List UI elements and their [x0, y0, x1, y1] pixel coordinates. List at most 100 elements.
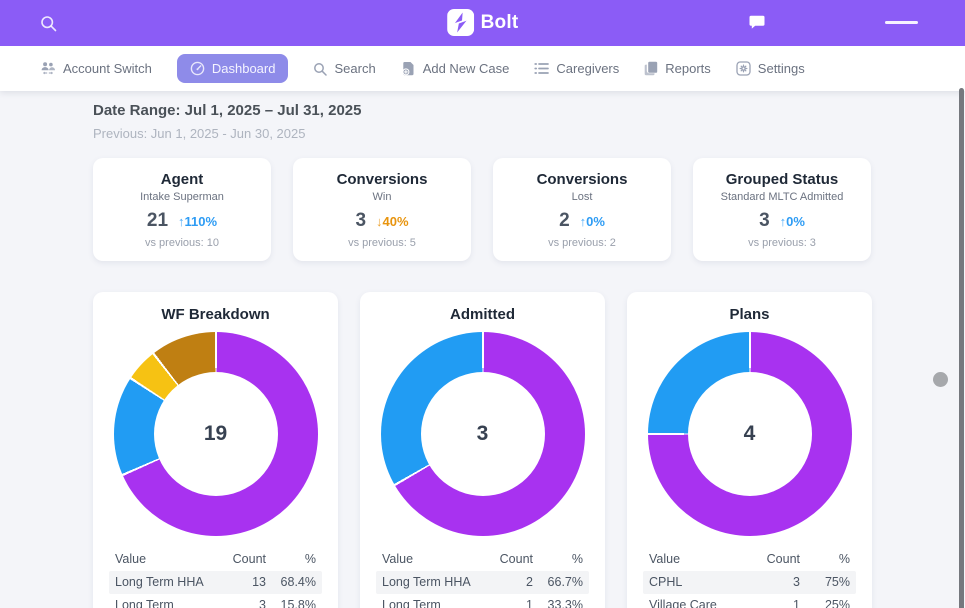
stat-card-title: Conversions — [336, 171, 428, 188]
cell-pct: 15.8% — [280, 598, 316, 608]
chart-card-admitted: Admitted 3 Value Count % Long Term HHA 2… — [360, 292, 605, 608]
stat-card-value: 21 — [146, 210, 169, 231]
stat-card-title: Grouped Status — [725, 171, 839, 188]
cell-count: 3 — [793, 575, 800, 589]
nav-item-label: Account Switch — [63, 61, 152, 76]
logo-text: Bolt — [480, 11, 519, 33]
app-logo: Bolt — [446, 9, 519, 36]
stat-card-conversions-lost: Conversions Lost 2 ↑0% vs previous: 2 — [493, 158, 671, 261]
col-header-count: Count — [766, 552, 800, 566]
nav-item-settings[interactable]: Settings — [736, 61, 805, 76]
nav-item-account-switch[interactable]: Account Switch — [40, 61, 152, 76]
stat-card-value-row: 2 ↑0% — [493, 210, 671, 232]
nav-item-caregivers[interactable]: Caregivers — [534, 61, 619, 76]
cell-pct: 33.3% — [547, 598, 583, 608]
chart-title: Plans — [729, 306, 770, 323]
cell-count: 1 — [526, 598, 533, 608]
date-range-previous: Previous: Jun 1, 2025 - Jun 30, 2025 — [93, 126, 306, 141]
stat-card-change: ↓40% — [376, 214, 409, 229]
col-header-value: Value — [649, 552, 681, 566]
cell-pct: 25% — [824, 598, 850, 608]
chart-card-wf-breakdown: WF Breakdown 19 Value Count % Long Term … — [93, 292, 338, 608]
cell-value: Village Care Max — [649, 598, 717, 608]
chat-icon[interactable] — [749, 15, 765, 30]
col-header-pct: % — [838, 552, 850, 566]
col-header-count: Count — [232, 552, 266, 566]
col-header-pct: % — [571, 552, 583, 566]
donut-center-value: 3 — [420, 372, 545, 496]
nav-item-label: Caregivers — [556, 61, 620, 76]
chart-title: WF Breakdown — [161, 306, 270, 323]
table-row: CPHL 3 75% — [643, 571, 856, 594]
floating-handle-dot[interactable] — [933, 372, 948, 387]
chart-table: Value Count % Long Term HHA 2 66.7% Long… — [376, 548, 589, 608]
stat-card-vs-previous: vs previous: 5 — [348, 237, 416, 249]
cell-value: Long Term HHA — [115, 575, 204, 589]
cell-count: 3 — [259, 598, 266, 608]
nav-item-reports[interactable]: Reports — [644, 61, 711, 76]
donut-center-value: 19 — [153, 372, 278, 496]
stat-card-value: 3 — [355, 210, 367, 231]
account-switch-icon — [40, 61, 56, 76]
stat-card-subtitle: Win — [372, 191, 392, 203]
stat-card-change: ↑0% — [580, 214, 605, 229]
chart-table: Value Count % CPHL 3 75% Village Care Ma… — [643, 548, 856, 608]
col-header-pct: % — [304, 552, 316, 566]
nav-item-dashboard[interactable]: Dashboard — [176, 54, 289, 83]
table-row: Village Care Max 1 25% — [643, 594, 856, 608]
stat-card-value-row: 3 ↑0% — [693, 210, 871, 232]
stat-card-title: Conversions — [536, 171, 628, 188]
cell-pct: 68.4% — [280, 575, 316, 589]
search-icon — [313, 62, 328, 76]
top-bar: Bolt — [0, 0, 965, 46]
bolt-logo-icon — [446, 9, 474, 36]
change-percent: 110% — [184, 214, 218, 229]
dashboard-content: Date Range: Jul 1, 2025 – Jul 31, 2025 P… — [0, 91, 965, 608]
nav-item-add-new-case[interactable]: Add New Case — [401, 61, 510, 76]
stat-card-change: ↑110% — [178, 214, 217, 229]
stat-card-conversions-win: Conversions Win 3 ↓40% vs previous: 5 — [293, 158, 471, 261]
vertical-scrollbar[interactable] — [959, 88, 964, 608]
add-case-icon — [401, 61, 416, 76]
change-percent: 40% — [382, 214, 409, 229]
search-icon[interactable] — [40, 15, 57, 32]
donut-chart: 4 — [647, 332, 852, 536]
nav-item-label: Dashboard — [211, 61, 276, 76]
change-arrow-icon: ↑ — [579, 214, 587, 229]
table-row: Long Term CDPAP 3 15.8% — [109, 594, 322, 608]
stat-card-vs-previous: vs previous: 3 — [748, 237, 816, 249]
nav-item-label: Search — [334, 61, 376, 76]
date-range-current: Date Range: Jul 1, 2025 – Jul 31, 2025 — [93, 102, 362, 119]
change-percent: 0% — [586, 214, 605, 229]
cell-count: 2 — [526, 575, 533, 589]
stat-card-subtitle: Lost — [571, 191, 593, 203]
stat-card-vs-previous: vs previous: 2 — [548, 237, 616, 249]
col-header-count: Count — [499, 552, 533, 566]
change-arrow-icon: ↓ — [376, 214, 383, 229]
chart-card-row: WF Breakdown 19 Value Count % Long Term … — [93, 292, 965, 608]
settings-icon — [736, 61, 751, 76]
cell-value: Long Term HHA — [382, 575, 471, 589]
stat-card-subtitle: Standard MLTC Admitted — [720, 191, 844, 203]
dashboard-icon — [190, 61, 205, 76]
stat-card-vs-previous: vs previous: 10 — [145, 237, 219, 249]
stat-card-value-row: 21 ↑110% — [93, 210, 271, 232]
stat-card-value: 3 — [759, 210, 770, 231]
nav-item-search[interactable]: Search — [313, 61, 376, 76]
donut-chart: 3 — [380, 332, 585, 536]
nav-item-label: Add New Case — [422, 61, 510, 76]
chart-table-header: Value Count % — [109, 548, 322, 571]
stat-card-value-row: 3 ↓40% — [293, 210, 471, 232]
table-row: Long Term HHA 13 68.4% — [109, 571, 322, 594]
donut-center-value: 4 — [687, 372, 812, 496]
table-row: Long Term HHA 2 66.7% — [376, 571, 589, 594]
nav-item-label: Reports — [665, 61, 711, 76]
cell-value: CPHL — [649, 575, 683, 589]
cell-pct: 75% — [824, 575, 850, 589]
donut-chart: 19 — [113, 332, 318, 536]
cell-value: Long Term CDPAP — [382, 598, 441, 608]
col-header-value: Value — [115, 552, 147, 566]
menu-dash-icon[interactable] — [885, 21, 918, 24]
col-header-value: Value — [382, 552, 414, 566]
reports-icon — [644, 61, 658, 76]
